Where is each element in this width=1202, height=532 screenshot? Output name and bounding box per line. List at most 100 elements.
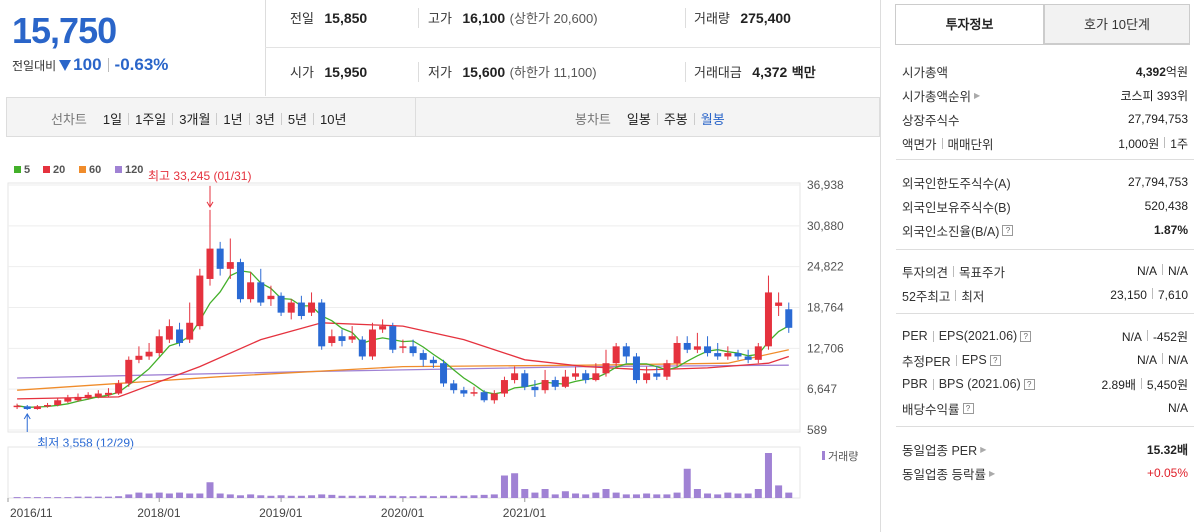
prev-label: 전일 <box>290 11 314 26</box>
y-tick-label: 12,706 <box>807 341 844 355</box>
row-value: +0.05% <box>1146 466 1188 480</box>
ma-legend-label: 20 <box>53 164 65 176</box>
candle-body <box>764 292 772 347</box>
volume-bar <box>582 494 590 498</box>
help-icon[interactable]: ? <box>1002 224 1014 236</box>
foreign-row: 외국인한도주식수(A) 27,794,753 <box>902 172 1188 192</box>
volume-bar <box>704 493 712 498</box>
line-period-3m[interactable]: 3개월 <box>179 112 211 127</box>
line-period-1d[interactable]: 1일 <box>102 112 123 127</box>
candle-body <box>521 373 529 387</box>
line-period-3y[interactable]: 3년 <box>255 112 275 127</box>
candle-body <box>734 353 742 357</box>
ma60-line <box>17 349 789 391</box>
ma-legend-label: 5 <box>24 164 30 176</box>
candle-body <box>490 393 498 401</box>
volume-bar <box>653 494 661 498</box>
candle-body <box>602 363 610 374</box>
volume-bar <box>775 485 783 498</box>
candle-body <box>572 373 580 377</box>
stock-chart: 36,938 30,880 24,822 18,764 12,706 6,647 589 5 2… <box>0 155 880 532</box>
chevron-right-icon[interactable]: ▶ <box>988 468 996 478</box>
x-tick-label: 2021/01 <box>503 506 547 520</box>
volume-bar <box>297 495 305 498</box>
volume-bar <box>176 492 184 498</box>
help-icon[interactable]: ? <box>1023 378 1035 390</box>
candlestick-chart: 36,938 30,880 24,822 18,764 12,706 6,647 589 5 2… <box>7 164 858 520</box>
info-row: 시가총액순위 ▶ 코스피 393위 <box>902 85 1188 105</box>
candle-body <box>704 346 712 354</box>
panel-divider <box>896 313 1194 314</box>
volume-bar <box>277 495 285 498</box>
change-label: 전일대비 <box>12 58 57 73</box>
row-value-secondary: 1주 <box>1170 136 1188 151</box>
volume-bar <box>450 495 458 498</box>
info-row: 액면가 매매단위 1,000원 1주 <box>902 133 1188 153</box>
volume-bar <box>226 494 234 498</box>
candle-body <box>74 396 82 401</box>
ma120-line <box>17 364 789 379</box>
info-row: 시가총액 4,392억원 <box>902 61 1188 81</box>
volume-bar <box>632 494 640 498</box>
ma20-line <box>17 322 790 400</box>
candle-body <box>308 302 316 313</box>
help-icon[interactable]: ? <box>962 402 974 414</box>
candle-body <box>165 326 173 340</box>
candle-body <box>277 295 285 313</box>
volume-bar <box>561 491 569 498</box>
candle-body <box>561 376 569 387</box>
volume-bar <box>247 494 255 498</box>
ma-legend-swatch <box>79 166 86 173</box>
volume-bar <box>135 492 143 498</box>
row-label: 시가총액 <box>902 65 949 80</box>
row-label: 투자의견 <box>902 265 949 280</box>
volume-bar <box>683 468 691 498</box>
help-icon[interactable]: ? <box>1020 330 1032 342</box>
row-label-secondary: 최저 <box>961 289 985 304</box>
candle-body <box>267 295 275 300</box>
candle-body <box>23 406 31 410</box>
row-value-secondary: N/A <box>1167 264 1188 278</box>
panel-divider <box>896 159 1194 160</box>
ma5-line <box>16 270 790 408</box>
row-value: N/A <box>1136 264 1157 278</box>
candle-body <box>632 356 640 381</box>
ma-legend-swatch <box>14 166 21 173</box>
prev-value: 15,850 <box>324 10 368 26</box>
candle-body <box>622 346 630 357</box>
candle-period-daily[interactable]: 일봉 <box>626 112 651 127</box>
candle-period-monthly[interactable]: 월봉 <box>700 112 725 127</box>
volume-bar <box>23 497 31 499</box>
row-label: 동일업종 PER <box>902 443 978 458</box>
volume-bar <box>592 492 600 498</box>
candle-body <box>13 405 21 408</box>
volume-bar <box>308 495 316 498</box>
candle-body <box>358 339 366 357</box>
candle-body <box>328 336 336 343</box>
row-label: 시가총액순위 <box>902 89 972 104</box>
tab-order-book[interactable]: 호가 10단계 <box>1044 4 1190 44</box>
volume-bar <box>785 492 793 498</box>
candle-body <box>389 326 397 350</box>
help-icon[interactable]: ? <box>989 354 1001 366</box>
line-period-5y[interactable]: 5년 <box>287 112 308 127</box>
tab-invest-info[interactable]: 투자정보 <box>895 4 1044 44</box>
candle-body <box>500 380 508 394</box>
candle-period-weekly[interactable]: 주봉 <box>663 112 688 127</box>
volume-bar <box>744 493 752 498</box>
chevron-right-icon[interactable]: ▶ <box>980 444 987 454</box>
volume-bar <box>267 495 275 498</box>
candle-body <box>409 346 417 354</box>
candle-body <box>348 336 356 340</box>
chevron-right-icon[interactable]: ▶ <box>974 90 981 100</box>
quote-header: 15,750 전일대비 100 -0.63% 전일 15,850 고가 16,1… <box>0 0 880 96</box>
row-label: 외국인한도주식수(A) <box>902 176 1011 191</box>
line-period-1y[interactable]: 1년 <box>223 112 243 127</box>
x-tick-label: 2020/01 <box>381 506 425 520</box>
row-value-secondary: 5,450원 <box>1146 377 1188 392</box>
line-period-10y[interactable]: 10년 <box>320 112 347 127</box>
invest-info-panel: 투자정보 호가 10단계 <box>880 0 1202 532</box>
line-period-1w[interactable]: 1주일 <box>135 112 167 127</box>
amount-unit: 백만 <box>791 65 816 80</box>
volume-bar <box>602 489 610 498</box>
